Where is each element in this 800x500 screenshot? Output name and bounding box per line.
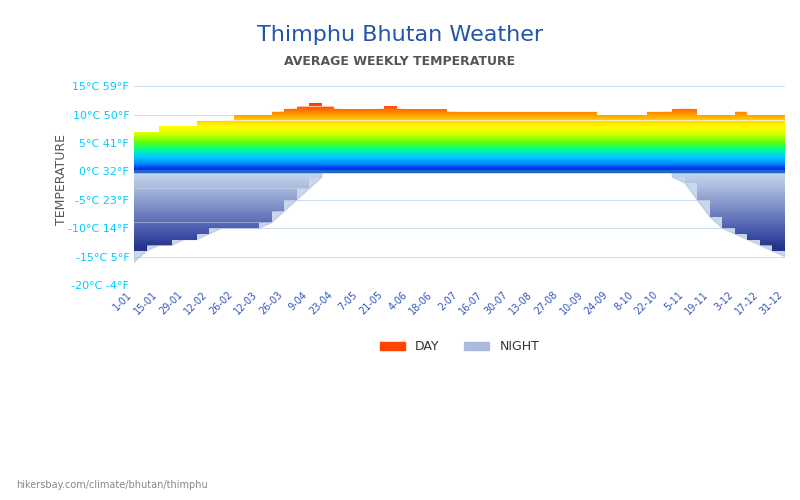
Y-axis label: TEMPERATURE: TEMPERATURE [55, 134, 68, 226]
Text: Thimphu Bhutan Weather: Thimphu Bhutan Weather [257, 25, 543, 45]
Text: hikersbay.com/climate/bhutan/thimphu: hikersbay.com/climate/bhutan/thimphu [16, 480, 208, 490]
Legend: DAY, NIGHT: DAY, NIGHT [375, 336, 544, 358]
Text: AVERAGE WEEKLY TEMPERATURE: AVERAGE WEEKLY TEMPERATURE [285, 55, 515, 68]
